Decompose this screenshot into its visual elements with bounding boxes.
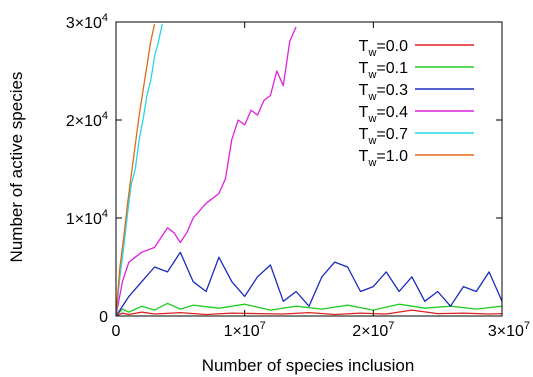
series-line-5: [116, 23, 156, 316]
y-tick-label: 1×104: [66, 208, 108, 228]
plot-frame: [115, 21, 503, 317]
series-line-3: [116, 26, 297, 316]
x-tick-label: 1×107: [224, 320, 266, 340]
x-axis-title: Number of species inclusion: [202, 356, 415, 375]
legend-label: Tw=1.0: [359, 148, 408, 169]
legend-label: Tw=0.7: [359, 126, 408, 147]
axes: [115, 21, 503, 317]
series-line-1: [116, 302, 502, 316]
x-tick-label: 3×107: [488, 320, 530, 340]
series-line-0: [116, 309, 502, 316]
legend-label: Tw=0.4: [359, 104, 408, 125]
y-axis-title: Number of active species: [7, 72, 26, 263]
legend: Tw=0.0Tw=0.1Tw=0.3Tw=0.4Tw=0.7Tw=1.0: [359, 38, 474, 169]
series-line-2: [116, 251, 502, 316]
legend-label: Tw=0.3: [359, 82, 408, 103]
legend-label: Tw=0.0: [359, 38, 408, 59]
legend-label: Tw=0.1: [359, 60, 408, 81]
y-tick-label: 2×104: [66, 110, 108, 130]
series-line-4: [116, 23, 163, 316]
x-tick-label: 0: [112, 323, 121, 340]
plot-lines: [116, 23, 502, 316]
y-tick-label: 0: [99, 309, 108, 326]
x-tick-label: 2×107: [352, 320, 394, 340]
y-tick-label: 3×104: [66, 12, 108, 32]
ticks: 0 1×107 2×107 3×107 0 1×104 2×104 3×104: [66, 12, 530, 340]
